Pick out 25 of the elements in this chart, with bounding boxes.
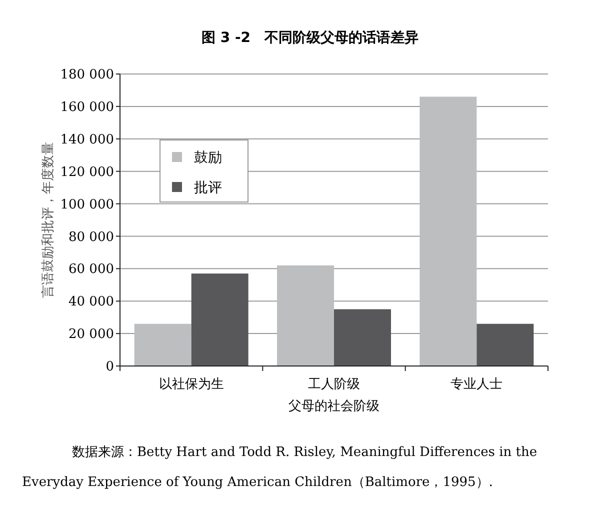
- y-tick-label: 100 000: [60, 197, 114, 212]
- chart-title: 图 3 -2 不同阶级父母的话语差异: [201, 30, 419, 46]
- x-tick-label: 工人阶级: [308, 377, 360, 392]
- legend-label: 鼓励: [194, 150, 222, 166]
- y-tick-label: 0: [106, 360, 114, 375]
- legend-label: 批评: [194, 180, 222, 196]
- bar: [134, 324, 192, 366]
- y-tick-label: 180 000: [60, 68, 114, 83]
- y-tick-label: 120 000: [60, 164, 114, 180]
- bar: [420, 96, 477, 366]
- y-tick-label: 20 000: [68, 327, 114, 342]
- source-note: 数据来源：Betty Hart and Todd R. Risley, Meaningful Differences in the Everyday Experience of Young American Children（Baltimore，1995）.: [21, 444, 538, 492]
- y-tick-label: 80 000: [68, 230, 114, 245]
- bar: [334, 309, 391, 366]
- bar: [476, 324, 534, 366]
- x-axis-title: 父母的社会阶级: [288, 399, 380, 414]
- y-tick-label: 140 000: [60, 132, 114, 148]
- y-tick-label: 160 000: [60, 100, 114, 115]
- y-tick-label: 40 000: [68, 294, 114, 310]
- y-axis-title: 言语鼓励和批评，年度数量: [40, 142, 56, 298]
- bar: [277, 265, 334, 366]
- x-tick-label: 以社保为生: [158, 377, 224, 392]
- bar: [191, 274, 248, 366]
- y-tick-label: 60 000: [68, 262, 114, 278]
- x-tick-label: 专业人士: [450, 377, 503, 392]
